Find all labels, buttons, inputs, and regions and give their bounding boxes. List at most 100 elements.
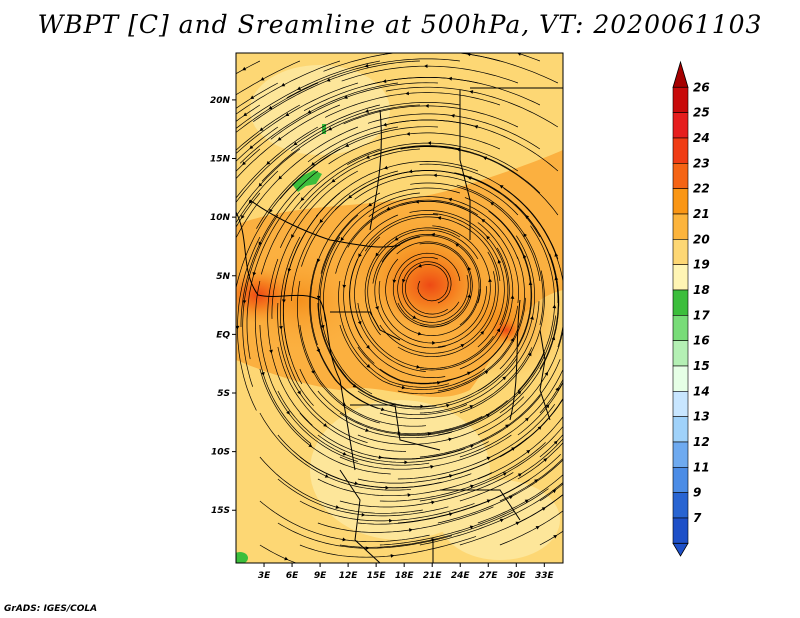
streamline xyxy=(236,192,261,228)
streamline xyxy=(339,324,486,390)
streamline-arrow xyxy=(345,143,350,147)
streamline xyxy=(397,256,469,323)
streamline-arrow xyxy=(357,320,362,325)
plot-frame xyxy=(235,52,564,564)
streamline-arrow xyxy=(408,528,413,532)
streamline-arrow xyxy=(480,330,484,335)
streamline-arrow xyxy=(530,315,534,320)
streamline-arrow xyxy=(517,390,522,395)
lon-tick-label: 33E xyxy=(535,571,555,581)
streamline xyxy=(320,187,460,274)
streamline-arrow xyxy=(486,235,491,240)
colorbar-label: 9 xyxy=(693,486,701,500)
streamline xyxy=(477,328,563,436)
streamline-arrow xyxy=(352,383,357,388)
streamline xyxy=(343,105,519,128)
streamline xyxy=(236,148,261,172)
streamline xyxy=(318,214,359,378)
streamline-arrow xyxy=(499,518,504,523)
streamline xyxy=(254,280,312,444)
streamline xyxy=(432,213,505,348)
streamline-arrow xyxy=(278,175,283,180)
streamline xyxy=(338,280,450,388)
streamline xyxy=(401,201,519,304)
lon-tick-label: 15E xyxy=(367,571,387,581)
streamline-arrow xyxy=(300,197,305,202)
streamline-arrow xyxy=(366,364,371,368)
colorbar-label: 14 xyxy=(693,384,710,398)
streamline xyxy=(437,256,525,392)
streamline-arrow xyxy=(260,371,265,376)
streamline xyxy=(397,242,472,326)
streamline-arrow xyxy=(316,295,321,300)
streamline-arrow xyxy=(365,155,370,159)
streamline-arrow xyxy=(297,86,302,90)
streamline-arrow xyxy=(401,385,406,390)
streamline xyxy=(339,400,508,436)
streamline xyxy=(297,280,380,424)
streamline xyxy=(328,132,501,165)
streamline xyxy=(517,381,563,436)
colorbar-swatch xyxy=(672,492,689,519)
streamline-arrow xyxy=(437,216,442,220)
streamline-arrow xyxy=(342,284,347,289)
streamline xyxy=(267,258,313,426)
streamline-arrow xyxy=(392,279,397,284)
streamline-arrow xyxy=(277,137,282,141)
streamline-arrow xyxy=(526,449,531,454)
streamline-arrow xyxy=(455,243,460,248)
colorbar-swatch xyxy=(672,365,689,392)
streamline xyxy=(347,142,519,172)
streamline-arrow xyxy=(474,125,479,129)
streamline-arrow xyxy=(481,218,486,223)
streamline-arrow xyxy=(236,325,240,330)
streamline-arrow xyxy=(505,424,510,429)
streamline xyxy=(379,442,546,502)
streamline-arrow xyxy=(527,352,532,357)
streamline xyxy=(419,425,563,502)
streamline-arrow xyxy=(543,458,548,462)
streamline xyxy=(459,494,563,546)
colorbar-label: 15 xyxy=(693,359,710,373)
streamline xyxy=(236,104,341,180)
streamline xyxy=(357,357,518,410)
streamline xyxy=(236,60,341,115)
streamline xyxy=(299,456,472,489)
streamline xyxy=(397,454,561,524)
streamline-arrow xyxy=(319,219,324,224)
streamline-arrow xyxy=(340,237,345,242)
streamline-arrow xyxy=(466,53,471,57)
streamline-arrow xyxy=(361,512,366,517)
streamline xyxy=(256,126,398,229)
political-boundaries xyxy=(236,87,563,563)
streamline xyxy=(383,53,559,84)
colorbar-label: 17 xyxy=(693,308,710,322)
colorbar-swatch xyxy=(672,239,689,265)
colorbar-swatch xyxy=(672,391,689,417)
streamline-arrow xyxy=(460,344,465,348)
streamline xyxy=(385,86,559,128)
lon-tick-label: 30E xyxy=(507,571,527,581)
streamline-arrow xyxy=(466,371,471,376)
streamline xyxy=(397,297,526,395)
streamline xyxy=(437,397,563,480)
streamline-arrow xyxy=(502,376,507,381)
streamline-arrow xyxy=(394,236,399,241)
streamline xyxy=(335,199,479,274)
streamline xyxy=(517,225,555,392)
colorbar-swatch xyxy=(672,163,689,189)
streamline-arrow xyxy=(375,252,380,257)
streamline-arrow xyxy=(544,371,548,376)
streamline xyxy=(277,478,449,517)
streamline xyxy=(539,434,563,458)
streamline-arrow xyxy=(551,336,556,341)
streamline xyxy=(259,412,412,491)
streamline-arrow xyxy=(416,364,421,369)
streamline-arrow xyxy=(490,202,495,206)
streamline xyxy=(477,235,535,392)
streamline-arrow xyxy=(380,407,385,412)
streamline-arrow xyxy=(342,537,347,542)
streamline xyxy=(354,236,426,372)
streamline-arrow xyxy=(323,423,328,427)
streamline xyxy=(317,302,437,408)
